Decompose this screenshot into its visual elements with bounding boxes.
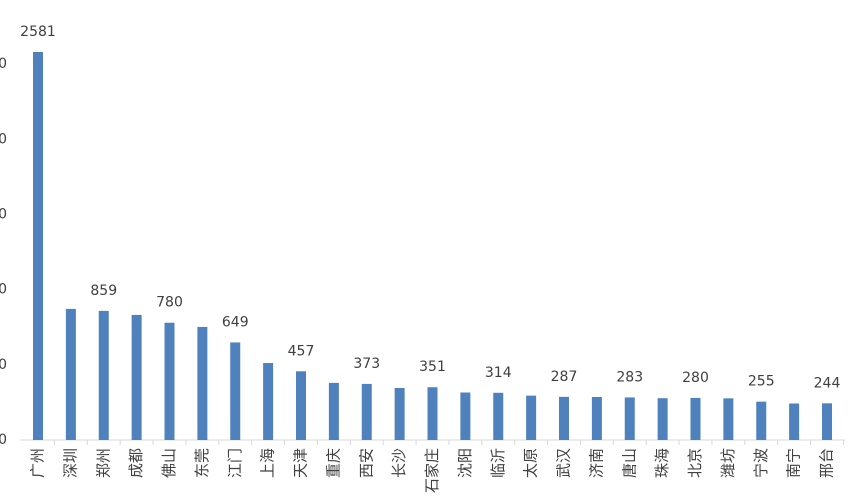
- data-label: 457: [288, 343, 315, 359]
- bar: [394, 387, 405, 440]
- x-tick-label: 石家庄: [423, 448, 441, 493]
- x-tick-label: 重庆: [324, 448, 342, 478]
- x-tick-label: 济南: [587, 448, 605, 478]
- data-label: 373: [353, 356, 380, 372]
- x-tick-label: 宁波: [752, 448, 770, 478]
- x-tick-label: 西安: [357, 448, 375, 478]
- bar: [131, 314, 142, 440]
- bar: [690, 397, 701, 440]
- x-tick-label: 太原: [522, 448, 540, 478]
- y-tick-label: 500: [0, 357, 7, 373]
- bar: [723, 398, 734, 440]
- bar: [526, 395, 537, 440]
- bar: [460, 392, 471, 440]
- data-label: 314: [485, 365, 512, 381]
- x-tick-label: 长沙: [390, 448, 408, 478]
- data-label: 351: [419, 359, 446, 375]
- x-tick-label: 潍坊: [719, 448, 737, 478]
- x-tick-label: 成都: [127, 448, 145, 478]
- x-tick-label: 郑州: [94, 448, 112, 478]
- bar: [591, 397, 602, 440]
- bar: [822, 403, 832, 440]
- x-tick-label: 深圳: [61, 448, 79, 478]
- bar: [624, 397, 635, 440]
- bar: [427, 387, 438, 440]
- x-tick-label: 北京: [686, 448, 704, 478]
- data-label: 283: [616, 369, 643, 385]
- bar: [65, 308, 76, 440]
- data-label: 780: [156, 295, 183, 311]
- y-tick-label: 0: [0, 432, 7, 448]
- x-tick-label: 广州: [29, 448, 47, 478]
- x-tick-label: 佛山: [160, 448, 178, 478]
- data-label: 859: [90, 283, 117, 299]
- x-tick-label: 江门: [226, 448, 244, 478]
- bar: [98, 310, 109, 440]
- data-label: 649: [222, 314, 249, 330]
- bar: [33, 52, 43, 440]
- bar: [263, 363, 274, 440]
- x-tick-label: 邢台: [818, 448, 836, 478]
- x-tick-label: 珠海: [653, 448, 671, 478]
- bar: [789, 403, 800, 440]
- x-tick-label: 沈阳: [456, 448, 474, 478]
- x-tick-label: 临沂: [489, 448, 507, 478]
- data-label: 255: [748, 374, 775, 390]
- x-tick-label: 东莞: [193, 448, 211, 478]
- bar: [230, 342, 241, 440]
- data-label: 280: [682, 370, 709, 386]
- bar: [361, 383, 372, 440]
- x-tick-label: 上海: [259, 448, 277, 478]
- bar: [756, 401, 767, 440]
- y-tick-label: 1000: [0, 282, 7, 298]
- bar: [197, 326, 208, 440]
- x-tick-label: 武汉: [555, 448, 573, 478]
- bar: [296, 371, 306, 440]
- bar: [328, 382, 339, 440]
- y-tick-label: 2000: [0, 131, 7, 147]
- bar: [657, 398, 668, 440]
- bar: [164, 322, 175, 440]
- bar: [493, 392, 504, 440]
- x-tick-label: 天津: [292, 448, 310, 478]
- bar: [559, 396, 569, 440]
- x-tick-label: 唐山: [620, 448, 638, 478]
- y-tick-label: 2500: [0, 56, 7, 72]
- data-label: 2581: [20, 24, 56, 40]
- y-tick-label: 1500: [0, 207, 7, 223]
- x-tick-label: 南宁: [785, 448, 803, 478]
- data-label: 244: [814, 375, 841, 391]
- data-label: 287: [551, 369, 578, 385]
